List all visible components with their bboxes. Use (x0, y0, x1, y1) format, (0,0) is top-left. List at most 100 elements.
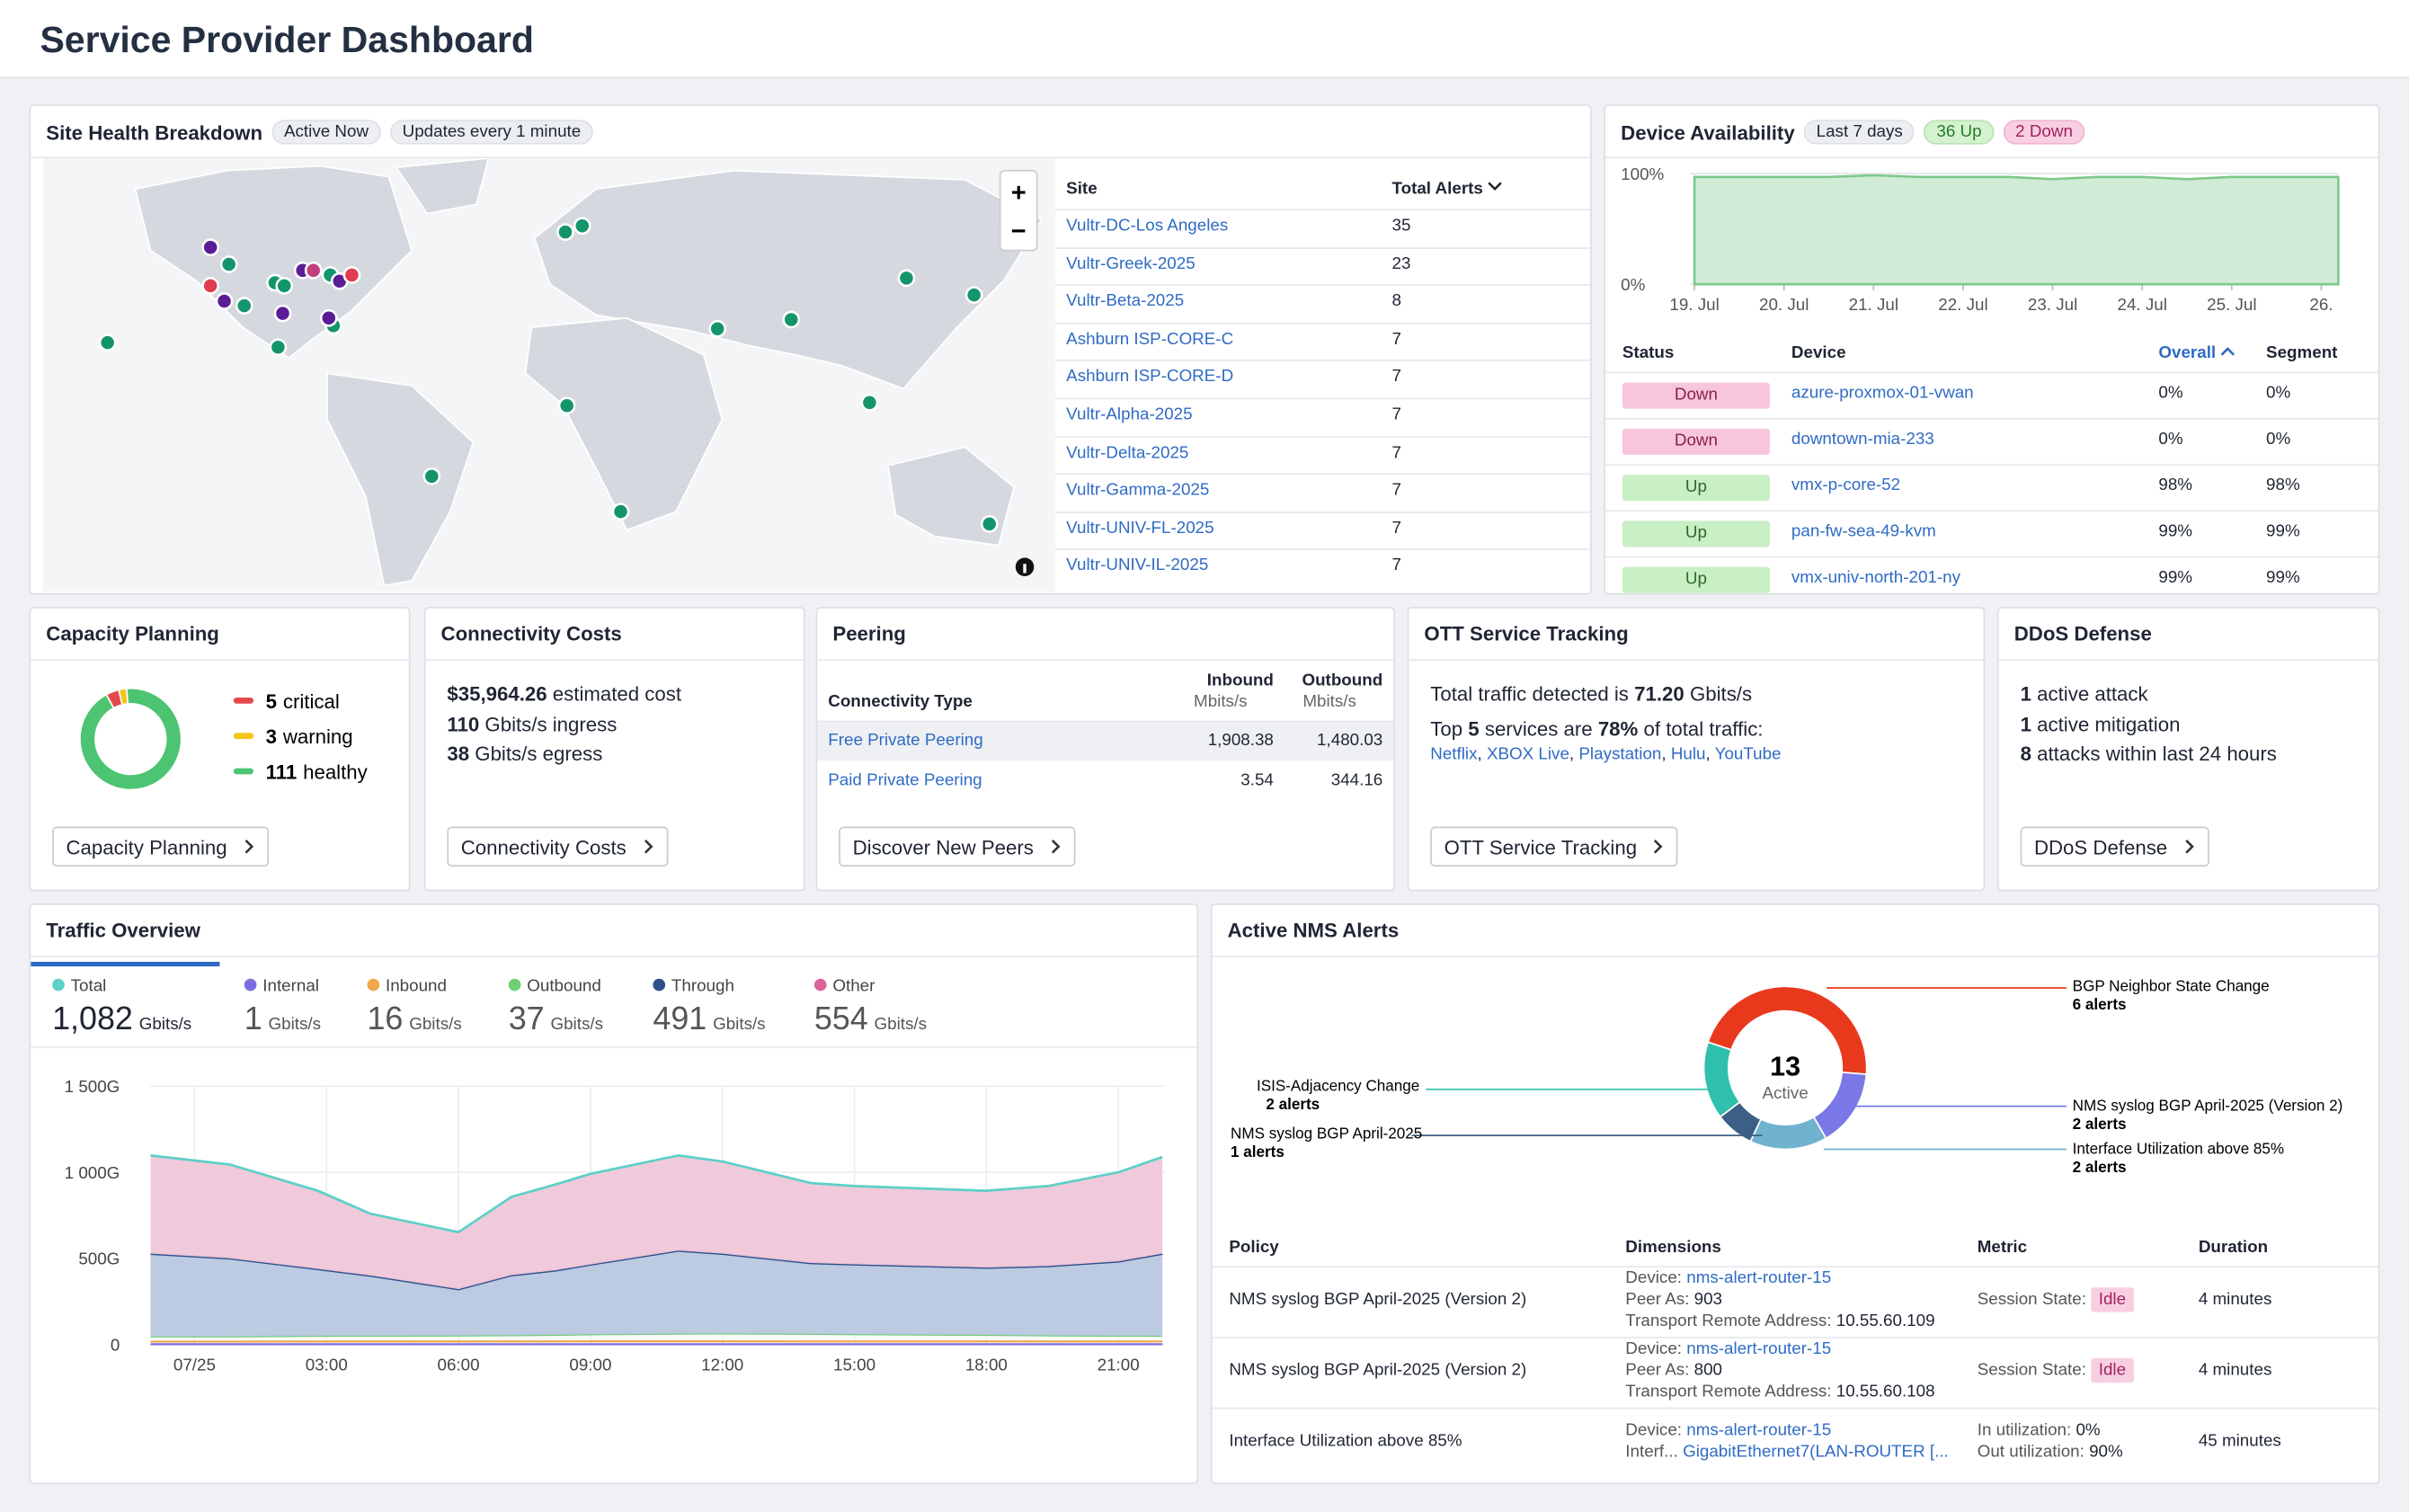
site-link[interactable]: Vultr-Beta-2025 (1066, 292, 1184, 311)
device-link[interactable]: vmx-p-core-52 (1791, 476, 1900, 495)
device-link[interactable]: vmx-univ-north-201-ny (1791, 568, 1960, 587)
x-tick-label: 22. Jul (1938, 295, 1987, 314)
y-tick-label: 500G (78, 1250, 120, 1268)
site-link[interactable]: Vultr-Delta-2025 (1066, 443, 1188, 462)
button[interactable]: Discover New Peers (839, 827, 1075, 867)
alert-name: BGP Neighbor State Change (2073, 977, 2270, 994)
alert-count: 35 (1392, 217, 1411, 236)
service-link[interactable]: Hulu (1671, 745, 1706, 764)
unit: Gbits/s (1690, 682, 1752, 706)
site-link[interactable]: Ashburn ISP-CORE-D (1066, 368, 1233, 387)
column-header[interactable]: Total Alerts (1392, 180, 1504, 199)
sort-icon (2220, 346, 2236, 359)
chevron (1049, 839, 1062, 854)
row-line (1605, 510, 2378, 511)
site-link[interactable]: Vultr-Greek-2025 (1066, 254, 1196, 273)
button-label: Connectivity Costs (461, 835, 627, 858)
site-link[interactable]: Ashburn ISP-CORE-C (1066, 330, 1233, 349)
legend-value: 3 (266, 725, 277, 748)
chevron (642, 839, 654, 854)
service-link[interactable]: Playstation (1578, 745, 1661, 764)
x-tick-label: 26. (2309, 295, 2333, 314)
text: Total traffic detected is (1430, 682, 1629, 706)
dim-value: GigabitEthernet7(LAN-ROUTER [... (1683, 1443, 1949, 1462)
dimension: Transport Remote Address: 10.55.60.109 (1625, 1312, 1934, 1331)
dimension: Device: nms-alert-router-15 (1625, 1339, 1831, 1358)
row-line (1055, 398, 1590, 400)
segment: 0% (2266, 384, 2290, 403)
service-link[interactable]: XBOX Live (1487, 745, 1569, 764)
dim-label: Transport Remote Address: (1625, 1383, 1831, 1401)
dim-value[interactable]: nms-alert-router-15 (1686, 1421, 1831, 1440)
panel-title: Connectivity Costs (441, 622, 622, 645)
x-tick-label: 18:00 (965, 1356, 1008, 1374)
alert-count: 2 alerts (1266, 1096, 1320, 1113)
value: 491 (653, 1001, 707, 1036)
title: Site Health Breakdown (46, 120, 262, 144)
site-marker (203, 278, 218, 293)
dim-value[interactable]: nms-alert-router-15 (1686, 1339, 1831, 1358)
site-marker (710, 321, 725, 336)
service-link[interactable]: YouTube (1715, 745, 1782, 764)
button[interactable]: DDoS Defense (2021, 827, 2209, 867)
dim-value: 10.55.60.109 (1836, 1312, 1935, 1331)
status-pill: Up (1622, 475, 1770, 501)
stat-text: Gbits/s egress (475, 743, 602, 766)
device-link[interactable]: downtown-mia-233 (1791, 431, 1934, 449)
column-header[interactable]: Overall (2158, 344, 2236, 363)
service-link[interactable]: Netflix (1430, 745, 1477, 764)
value: 37 (509, 1001, 545, 1036)
x-tick-label: 20. Jul (1759, 295, 1809, 314)
zoom-in[interactable]: + (1011, 179, 1027, 208)
column-header: Segment (2266, 344, 2337, 363)
duration: 4 minutes (2199, 1361, 2272, 1380)
button-label: OTT Service Tracking (1445, 835, 1637, 858)
column-header: Inbound (1207, 672, 1274, 690)
availability-area (1694, 175, 2338, 284)
zoom-out[interactable]: − (1011, 218, 1027, 246)
metric: Session State: Idle (1978, 1361, 2134, 1380)
dimension: Interf... GigabitEthernet7(LAN-ROUTER [.… (1625, 1443, 1948, 1462)
dim-value[interactable]: nms-alert-router-15 (1686, 1269, 1831, 1288)
site-link[interactable]: Vultr-Alpha-2025 (1066, 405, 1192, 424)
series-name: Internal (262, 975, 319, 994)
site-link[interactable]: Vultr-UNIV-FL-2025 (1066, 519, 1213, 538)
site-link[interactable]: Vultr-DC-Los Angeles (1066, 217, 1228, 236)
device-link[interactable]: pan-fw-sea-49-kvm (1791, 522, 1936, 541)
alert-count: 6 alerts (2073, 996, 2127, 1013)
site-link[interactable]: Vultr-UNIV-IL-2025 (1066, 556, 1208, 575)
device-link[interactable]: azure-proxmox-01-vwan (1791, 384, 1974, 403)
segment: 0% (2266, 431, 2290, 449)
alert-name: ISIS-Adjacency Change (1257, 1078, 1419, 1095)
alert-count: 7 (1392, 405, 1401, 424)
ott-panel: OTT Service Tracking Total traffic detec… (1408, 607, 1986, 891)
header-label: Segment (2266, 344, 2337, 363)
button[interactable]: Connectivity Costs (447, 827, 668, 867)
peering-type[interactable]: Paid Private Peering (828, 771, 982, 790)
button[interactable]: OTT Service Tracking (1430, 827, 1678, 867)
services: Netflix, XBOX Live, Playstation, Hulu, Y… (1430, 745, 1781, 764)
peering-type[interactable]: Free Private Peering (828, 732, 982, 751)
outbound: 1,480.03 (1317, 732, 1382, 751)
row-line (1213, 1266, 2378, 1267)
x-tick-label: 03:00 (306, 1356, 348, 1374)
dimension: Peer As: 800 (1625, 1361, 1722, 1380)
donut-slice (1703, 1042, 1739, 1116)
policy: NMS syslog BGP April-2025 (Version 2) (1229, 1291, 1526, 1310)
button[interactable]: Capacity Planning (52, 827, 269, 867)
site-marker (321, 310, 336, 325)
chevron (1652, 839, 1665, 854)
site-link[interactable]: Vultr-Gamma-2025 (1066, 481, 1209, 500)
row-line (1213, 1408, 2378, 1410)
column-header: Outbound (1302, 672, 1382, 690)
dimension: Device: nms-alert-router-15 (1625, 1269, 1831, 1288)
site-marker (306, 262, 321, 278)
metric: In utilization: 0% (1978, 1421, 2101, 1440)
